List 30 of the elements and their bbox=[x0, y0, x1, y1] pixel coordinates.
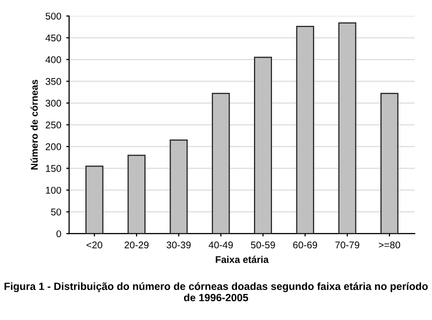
bar bbox=[380, 92, 398, 234]
y-tick-label: 0 bbox=[56, 230, 62, 238]
x-tick-label: <20 bbox=[86, 241, 102, 248]
x-tick-label: 70-79 bbox=[335, 241, 360, 248]
y-tick-label: 50 bbox=[51, 208, 62, 216]
y-tick-label: 350 bbox=[46, 78, 62, 85]
y-tick-label: 150 bbox=[46, 165, 62, 172]
y-tick-label: 400 bbox=[45, 56, 62, 64]
x-tick-label: 50-59 bbox=[250, 241, 275, 248]
x-axis-title: Faixa etária bbox=[216, 256, 269, 263]
text: Figura 1 - Distribuição do número de córneas doadas segundo faixa etária no período de 1996-2005 bbox=[4, 282, 428, 302]
x-tick-label: 60-69 bbox=[293, 241, 318, 248]
x-tick-label: 30-39 bbox=[166, 241, 191, 248]
bar bbox=[128, 154, 146, 234]
y-axis-title: Número de córneas bbox=[30, 80, 38, 170]
bar bbox=[296, 26, 314, 234]
x-tick-label: >=80 bbox=[378, 241, 400, 248]
x-tick-label: 40-49 bbox=[208, 241, 233, 248]
y-tick-label: 500 bbox=[46, 12, 62, 20]
bar bbox=[338, 22, 356, 234]
x-tick-label: 20-29 bbox=[124, 241, 149, 248]
y-tick-label: 450 bbox=[45, 34, 62, 42]
bar bbox=[212, 92, 230, 234]
bar bbox=[85, 166, 104, 234]
y-tick-label: 250 bbox=[46, 122, 62, 128]
y-tick-label: 100 bbox=[46, 186, 62, 194]
y-tick-label: 200 bbox=[46, 143, 62, 150]
bar bbox=[170, 139, 188, 234]
y-tick-label: 300 bbox=[46, 100, 62, 107]
bar bbox=[254, 56, 272, 234]
